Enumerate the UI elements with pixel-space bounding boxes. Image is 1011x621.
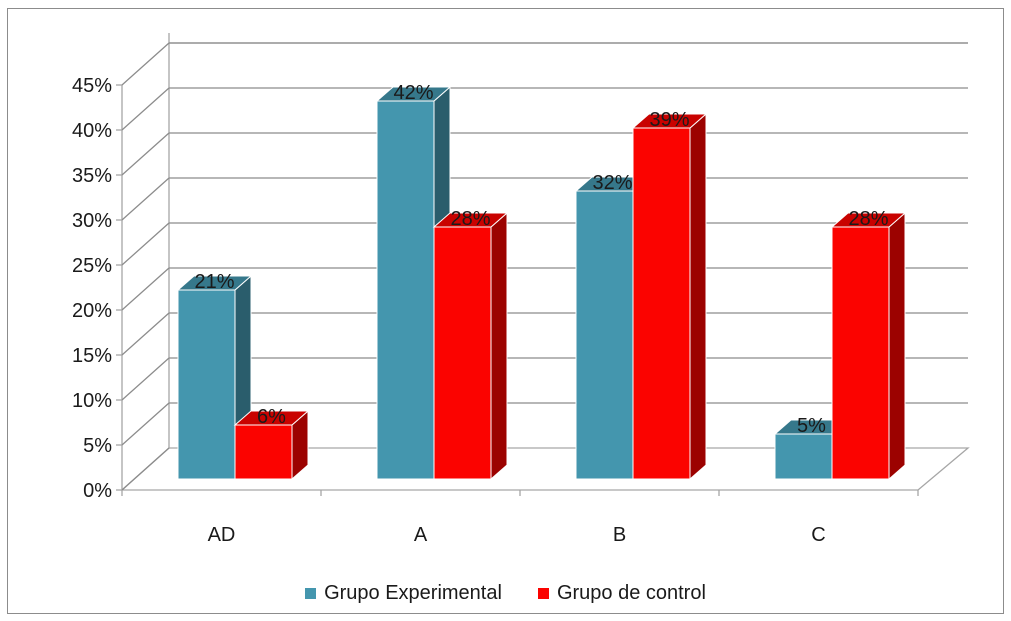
- gridline-diag: [121, 357, 170, 401]
- bar-side: [689, 112, 707, 481]
- x-tick-label: B: [613, 524, 626, 546]
- legend-item-series-1: Grupo Experimental: [305, 582, 502, 605]
- gridline-diag: [121, 222, 170, 266]
- data-label: 32%: [592, 172, 632, 194]
- legend-label-series-2: Grupo de control: [556, 581, 706, 604]
- y-tick-label: 25%: [72, 255, 112, 277]
- x-axis: AD A B C: [121, 490, 919, 546]
- legend-swatch-series-1: [305, 587, 317, 599]
- bar: [830, 211, 907, 481]
- bar-front: [632, 127, 691, 480]
- x-tick-label: A: [414, 524, 428, 546]
- bar: [631, 112, 708, 481]
- gridline-diag: [121, 312, 170, 356]
- y-tick-label: 20%: [72, 300, 112, 322]
- legend-label-series-1: Grupo Experimental: [324, 581, 502, 604]
- gridline-diag: [121, 402, 170, 446]
- x-tick-label: AD: [208, 524, 236, 546]
- x-tick-label: C: [811, 524, 825, 546]
- gridline-diag: [121, 267, 170, 311]
- data-labels: 21% 6% 42% 28% 32% 39% 5% 28%: [194, 82, 888, 437]
- bar-side: [888, 211, 906, 481]
- bars: [176, 85, 907, 481]
- legend: Grupo Experimental Grupo de control: [0, 578, 1011, 608]
- bar: [233, 409, 310, 481]
- gridline-diag: [121, 447, 170, 491]
- data-label: 42%: [393, 82, 433, 104]
- data-label: 21%: [194, 271, 234, 293]
- legend-swatch-series-2: [537, 587, 549, 599]
- bar: [432, 211, 509, 481]
- gridline-diag: [121, 132, 170, 176]
- bar-side: [490, 211, 508, 481]
- y-tick-label: 40%: [72, 120, 112, 142]
- data-label: 28%: [848, 208, 888, 230]
- gridline-diag: [121, 177, 170, 221]
- y-tick-label: 15%: [72, 345, 112, 367]
- gridline-diag: [121, 42, 170, 86]
- y-tick-label: 0%: [83, 480, 112, 502]
- data-label: 39%: [649, 109, 689, 131]
- y-tick-label: 35%: [72, 165, 112, 187]
- y-tick-label: 10%: [72, 390, 112, 412]
- y-axis: 0% 5% 10% 15% 20% 25% 30% 35% 40% 45%: [72, 75, 122, 502]
- data-label: 28%: [450, 208, 490, 230]
- gridline-diag: [121, 87, 170, 131]
- bar-front: [234, 424, 293, 480]
- data-label: 6%: [257, 406, 286, 428]
- bar-front: [177, 289, 236, 480]
- bar-front: [376, 100, 435, 480]
- y-tick-label: 5%: [83, 435, 112, 457]
- y-tick-label: 45%: [72, 75, 112, 97]
- bar-front: [774, 433, 833, 480]
- data-label: 5%: [797, 415, 826, 437]
- bar-front: [575, 190, 634, 480]
- y-tick-label: 30%: [72, 210, 112, 232]
- bar-front: [433, 226, 492, 480]
- legend-item-series-2: Grupo de control: [537, 581, 706, 605]
- bar-front: [831, 226, 890, 480]
